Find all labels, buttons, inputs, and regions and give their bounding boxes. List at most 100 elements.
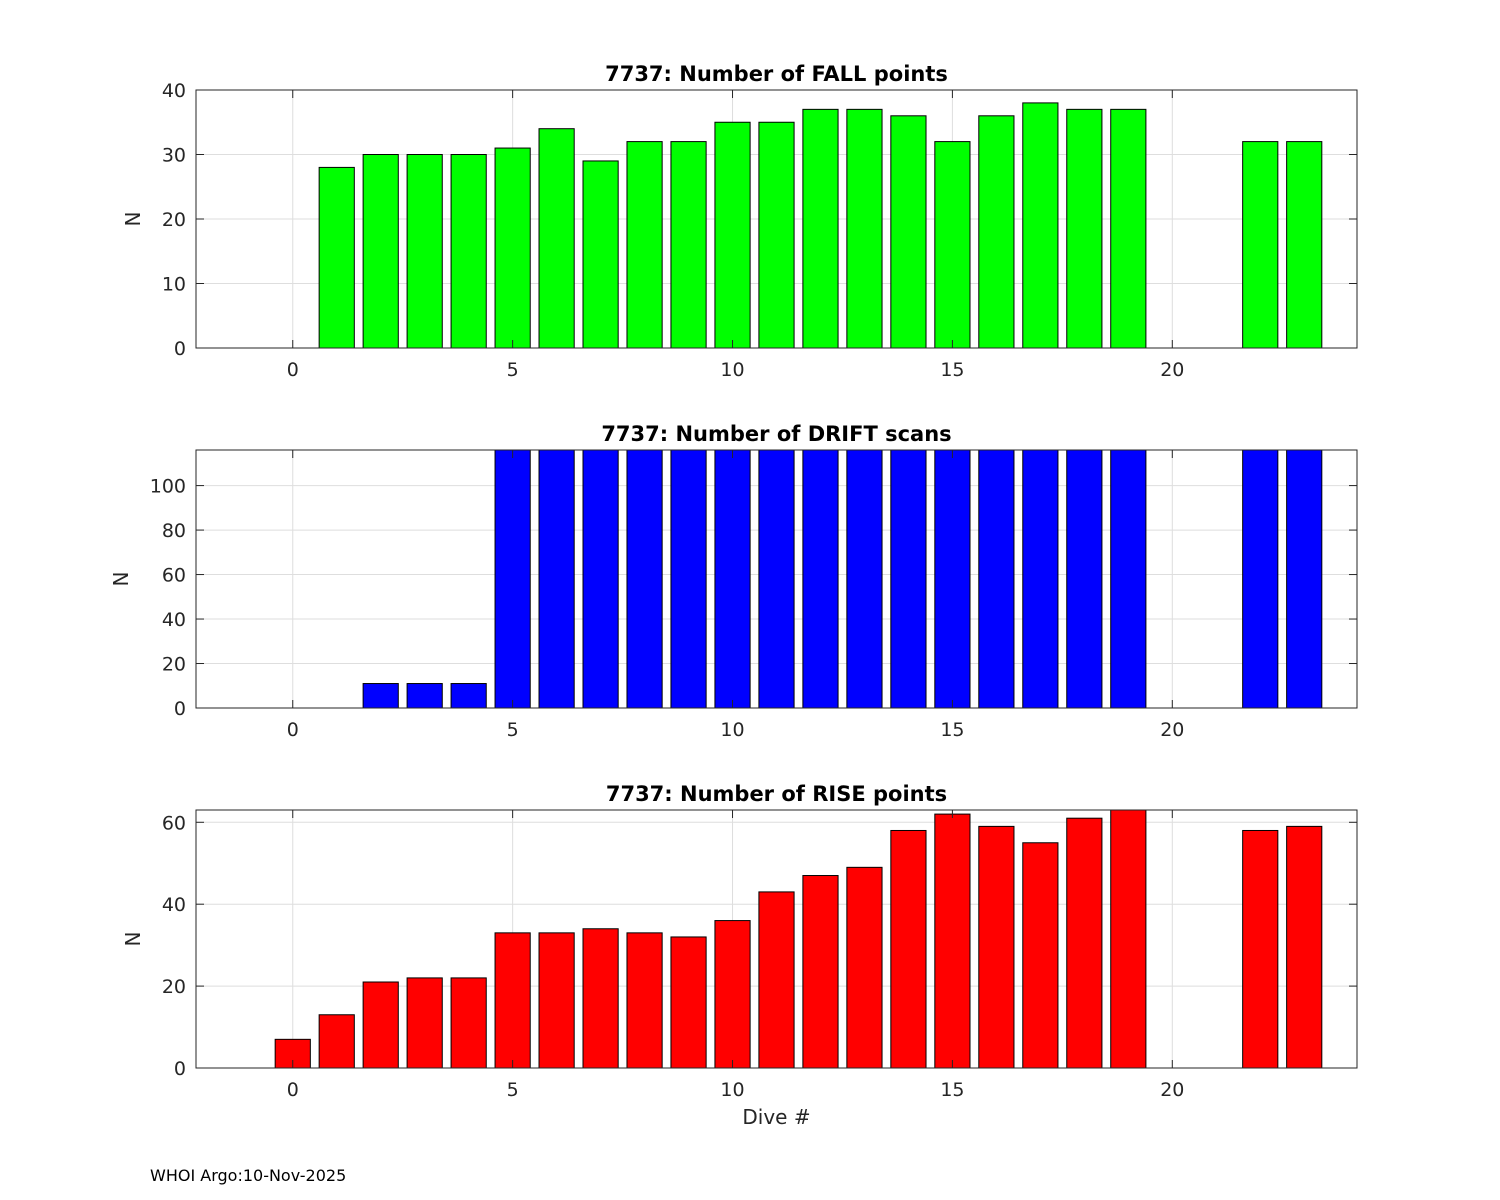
rise-bar (670, 936, 707, 1069)
fall-bar (538, 128, 575, 349)
drift-bar (626, 449, 663, 709)
rise-x-tick-label: 20 (1160, 1079, 1184, 1101)
drift-bar (802, 449, 839, 709)
drift-bar (450, 683, 487, 709)
rise-x-axis-label: Dive # (742, 1105, 810, 1129)
rise-x-tick-label: 10 (720, 1079, 744, 1101)
drift-bar (670, 449, 707, 709)
rise-bar (1022, 842, 1059, 1069)
rise-axes-box (195, 809, 1358, 1069)
rise-x-tick-label: 5 (507, 1079, 519, 1101)
fall-bar (1110, 108, 1147, 349)
fall-bar (362, 154, 399, 349)
rise-bar (1066, 817, 1103, 1069)
fall-bar (494, 147, 531, 349)
drift-bar (758, 449, 795, 709)
rise-bar (1110, 809, 1147, 1069)
rise-bar (802, 875, 839, 1069)
rise-bar (494, 932, 531, 1069)
rise-y-tick-label: 20 (162, 976, 186, 998)
fall-bar (1066, 108, 1103, 349)
rise-bar (1242, 829, 1279, 1069)
rise-bar (890, 829, 927, 1069)
rise-bar (538, 932, 575, 1069)
rise-x-tick-label: 15 (940, 1079, 964, 1101)
fall-y-tick-label: 40 (162, 80, 186, 102)
fall-bar (450, 154, 487, 349)
fall-bar (714, 121, 751, 349)
drift-x-tick-label: 5 (507, 719, 519, 741)
rise-bar (406, 977, 443, 1069)
fall-x-tick-label: 10 (720, 359, 744, 381)
fall-x-tick-label: 5 (507, 359, 519, 381)
rise-y-tick-label: 40 (162, 894, 186, 916)
fall-x-tick-label: 20 (1160, 359, 1184, 381)
drift-y-tick-label: 60 (162, 565, 186, 587)
drift-bar (406, 683, 443, 709)
footer-stamp: WHOI Argo:10-Nov-2025 (150, 1166, 347, 1185)
drift-y-tick-label: 100 (150, 476, 186, 498)
drift-bar (846, 449, 883, 709)
drift-bar (1022, 449, 1059, 709)
drift-bar (1066, 449, 1103, 709)
fall-bar (626, 141, 663, 349)
fall-y-tick-label: 20 (162, 209, 186, 231)
drift-x-tick-label: 10 (720, 719, 744, 741)
rise-bar (978, 825, 1015, 1069)
fall-bar (890, 115, 927, 349)
drift-bar (494, 449, 531, 709)
rise-bar (450, 977, 487, 1069)
drift-x-tick-label: 20 (1160, 719, 1184, 741)
drift-bar (714, 449, 751, 709)
fall-y-axis-label: N (121, 212, 145, 227)
drift-y-tick-label: 40 (162, 609, 186, 631)
fall-bar (670, 141, 707, 349)
rise-bar (846, 866, 883, 1069)
drift-bar (934, 449, 971, 709)
rise-bar (934, 813, 971, 1069)
fall-bar (1242, 141, 1279, 349)
drift-y-tick-label: 80 (162, 520, 186, 542)
fall-bar (582, 160, 619, 349)
rise-bar (714, 920, 751, 1069)
rise-bar (582, 928, 619, 1069)
rise-y-tick-label: 0 (174, 1058, 186, 1080)
fall-bar (406, 154, 443, 349)
rise-bar (362, 981, 399, 1069)
drift-title: 7737: Number of DRIFT scans (601, 422, 951, 446)
drift-y-tick-label: 0 (174, 698, 186, 720)
drift-bar (978, 449, 1015, 709)
rise-bar (758, 891, 795, 1069)
rise-title: 7737: Number of RISE points (606, 782, 947, 806)
fall-bar (934, 141, 971, 349)
fall-bar (978, 115, 1015, 349)
fall-y-tick-label: 0 (174, 338, 186, 360)
fall-title: 7737: Number of FALL points (605, 62, 948, 86)
fall-x-tick-label: 15 (940, 359, 964, 381)
rise-x-tick-label: 0 (287, 1079, 299, 1101)
drift-axes-box (195, 449, 1358, 709)
fall-bar (758, 121, 795, 349)
fall-x-tick-label: 0 (287, 359, 299, 381)
fall-y-tick-label: 30 (162, 145, 186, 167)
drift-bar (1286, 449, 1323, 709)
fall-bar (1286, 141, 1323, 349)
rise-bar (626, 932, 663, 1069)
drift-bar (890, 449, 927, 709)
drift-x-tick-label: 0 (287, 719, 299, 741)
rise-bar (1286, 825, 1323, 1069)
drift-x-tick-label: 15 (940, 719, 964, 741)
rise-y-tick-label: 60 (162, 812, 186, 834)
drift-bar (1110, 449, 1147, 709)
fall-bar (846, 108, 883, 349)
drift-bar (582, 449, 619, 709)
fall-y-tick-label: 10 (162, 274, 186, 296)
fall-bar (802, 108, 839, 349)
drift-y-axis-label: N (109, 572, 133, 587)
rise-bar (318, 1014, 355, 1069)
drift-y-tick-label: 20 (162, 654, 186, 676)
drift-bar (538, 449, 575, 709)
drift-bar (362, 683, 399, 709)
fall-bar (318, 166, 355, 349)
